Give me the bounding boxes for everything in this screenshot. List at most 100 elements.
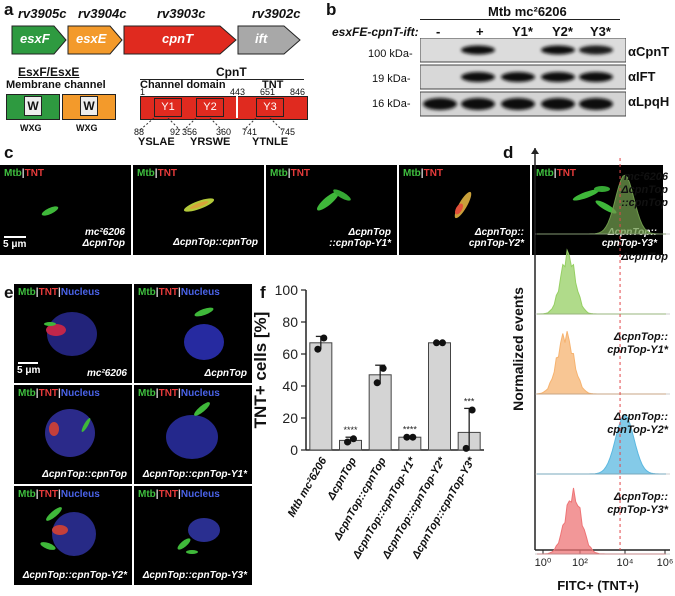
motif-num-356: 356 bbox=[182, 127, 198, 137]
hist-label-0-1: ΔcpnTop bbox=[620, 184, 668, 196]
band-cpnt-y3 bbox=[579, 45, 613, 55]
scale-label-c: 5 μm bbox=[3, 239, 27, 250]
significance-1: **** bbox=[343, 425, 358, 435]
micro-e4: Mtb|TNT|Nucleus ΔcpnTop::cpnTop-Y1* bbox=[134, 385, 252, 484]
micro-e1: Mtb|TNT|Nucleus 5 μm mc²6206 bbox=[14, 284, 132, 383]
esxF-w-box: W bbox=[24, 96, 42, 116]
bar-2 bbox=[368, 374, 392, 451]
gene-id-rv3902c: rv3902c bbox=[252, 6, 301, 21]
significance-3: **** bbox=[403, 424, 418, 434]
coord-651: 651 bbox=[260, 87, 276, 97]
hist-x-label: FITC+ (TNT+) bbox=[557, 578, 639, 593]
blot-row-label: esxFE-cpnT-ift: bbox=[332, 25, 419, 39]
coord-846: 846 bbox=[290, 87, 306, 97]
ab-ift: αIFT bbox=[628, 69, 656, 84]
micro-e5: Mtb|TNT|Nucleus ΔcpnTop::cpnTop-Y2* bbox=[14, 486, 132, 585]
micro-e3-cap: ΔcpnTop::cpnTop bbox=[42, 469, 127, 480]
band-lpqh-plus bbox=[461, 98, 495, 110]
esxF-gene-name: esxF bbox=[20, 31, 50, 46]
point-3-0 bbox=[403, 433, 411, 441]
hist-label-3-0: ΔcpnTop:: bbox=[613, 411, 668, 423]
motif-yrswe: YRSWE bbox=[190, 136, 231, 148]
panel-label-e: e bbox=[4, 283, 14, 302]
micro-c4: Mtb|TNT ΔcpnTop:: cpnTop-Y2* bbox=[399, 165, 530, 255]
cpnT-gene-name: cpnT bbox=[162, 31, 194, 46]
lane-label-y1: Y1* bbox=[512, 24, 533, 39]
point-1-0 bbox=[344, 438, 351, 446]
micro-c1: Mtb|TNT mc²6206 ΔcpnTop 5 μm bbox=[0, 165, 131, 255]
domain-divider bbox=[236, 96, 238, 118]
scale-bar-c bbox=[4, 236, 26, 238]
hist-x-tick-label-0: 10⁰ bbox=[535, 557, 552, 569]
point-5-0 bbox=[462, 444, 470, 452]
motif-num-360: 360 bbox=[216, 127, 232, 137]
bar-4 bbox=[428, 342, 451, 451]
hist-label-2-1: cpnTop-Y1* bbox=[607, 344, 668, 356]
tnt-domain-label: TNT bbox=[262, 79, 284, 91]
y-tick-label-80: 80 bbox=[282, 314, 298, 330]
point-0-1 bbox=[320, 334, 328, 342]
flow-histograms: 10⁰ 10² 10⁴ 10⁶ FITC+ (TNT+) Normalized event… bbox=[510, 148, 674, 593]
category-label-2: ΔcpnTop::cpnTop bbox=[331, 455, 389, 543]
lane-label-y3: Y3* bbox=[590, 24, 611, 39]
motif-ytnle: YTNLE bbox=[252, 136, 289, 148]
micro-e5-cap: ΔcpnTop::cpnTop-Y2* bbox=[22, 570, 127, 581]
y2-box: Y2 bbox=[196, 98, 224, 117]
hist-label-3-1: cpnTop-Y2* bbox=[607, 424, 668, 436]
y-tick-label-20: 20 bbox=[282, 410, 298, 426]
coord-443: 443 bbox=[230, 87, 246, 97]
hist-label-1-0: ΔcpnTop bbox=[620, 251, 668, 263]
band-ift-y3 bbox=[579, 72, 613, 82]
y-tick-label-0: 0 bbox=[290, 442, 298, 458]
kda-19: 19 kDa- bbox=[372, 73, 411, 85]
western-blot bbox=[420, 38, 626, 117]
micro-e6-cap: ΔcpnTop::cpnTop-Y3* bbox=[142, 570, 247, 581]
micro-e3: Mtb|TNT|Nucleus ΔcpnTop::cpnTop bbox=[14, 385, 132, 484]
band-lpqh-y1 bbox=[501, 98, 535, 110]
coord-1: 1 bbox=[140, 87, 146, 97]
hist-label-2-0: ΔcpnTop:: bbox=[613, 331, 668, 343]
ab-cpnt: αCpnT bbox=[628, 44, 670, 59]
y-axis-label: TNT+ cells [%] bbox=[251, 312, 270, 429]
panel-label-d: d bbox=[503, 143, 514, 162]
micro-e1-cap: mc²6206 bbox=[86, 368, 127, 379]
cpnT-gene-arrow bbox=[123, 25, 237, 55]
scale-bar-e bbox=[18, 362, 38, 364]
kda-100: 100 kDa- bbox=[368, 48, 413, 60]
esxE-w-box: W bbox=[80, 96, 98, 116]
y3-box: Y3 bbox=[256, 98, 284, 117]
motif-num-745: 745 bbox=[280, 127, 296, 137]
bar-3 bbox=[398, 436, 422, 451]
ab-lpqh: αLpqH bbox=[628, 94, 670, 109]
significance-5: *** bbox=[464, 396, 475, 406]
band-cpnt-plus bbox=[461, 45, 495, 55]
point-2-1 bbox=[379, 364, 387, 372]
point-5-1 bbox=[468, 406, 476, 414]
micro-c4-cap1: ΔcpnTop:: bbox=[474, 227, 524, 238]
motif-num-88: 88 bbox=[134, 127, 145, 137]
band-lpqh-y2 bbox=[541, 98, 575, 110]
hist-x-tick-label-3: 10⁶ bbox=[657, 557, 674, 569]
motif-lines bbox=[139, 118, 283, 131]
band-ift-y1 bbox=[501, 72, 535, 82]
band-cpnt-y2 bbox=[541, 45, 575, 55]
cpnt-domain-title: CpnT bbox=[216, 65, 247, 79]
point-2-0 bbox=[373, 379, 381, 387]
hist-label-0-0: mc²6206 bbox=[624, 171, 669, 183]
y-tick-label-40: 40 bbox=[282, 378, 298, 394]
panel-label-c: c bbox=[4, 143, 14, 162]
ift-gene-arrow bbox=[237, 25, 301, 55]
lane-label-plus: + bbox=[476, 24, 484, 39]
bar-0 bbox=[309, 342, 333, 451]
esxE-gene-name: esxE bbox=[76, 31, 107, 46]
ift-gene-name: ift bbox=[255, 31, 268, 46]
category-label-0: Mtb mc²6206 bbox=[286, 455, 330, 519]
channel-domain-label: Channel domain bbox=[140, 79, 226, 91]
point-0-0 bbox=[314, 345, 322, 353]
motif-num-741: 741 bbox=[242, 127, 258, 137]
gene-id-rv3905c: rv3905c bbox=[18, 6, 67, 21]
micro-c1-cap1: mc²6206 bbox=[84, 227, 125, 238]
point-1-1 bbox=[350, 435, 357, 443]
esxF-wxg: WXG bbox=[20, 123, 42, 133]
band-lpqh-y3 bbox=[579, 98, 613, 110]
